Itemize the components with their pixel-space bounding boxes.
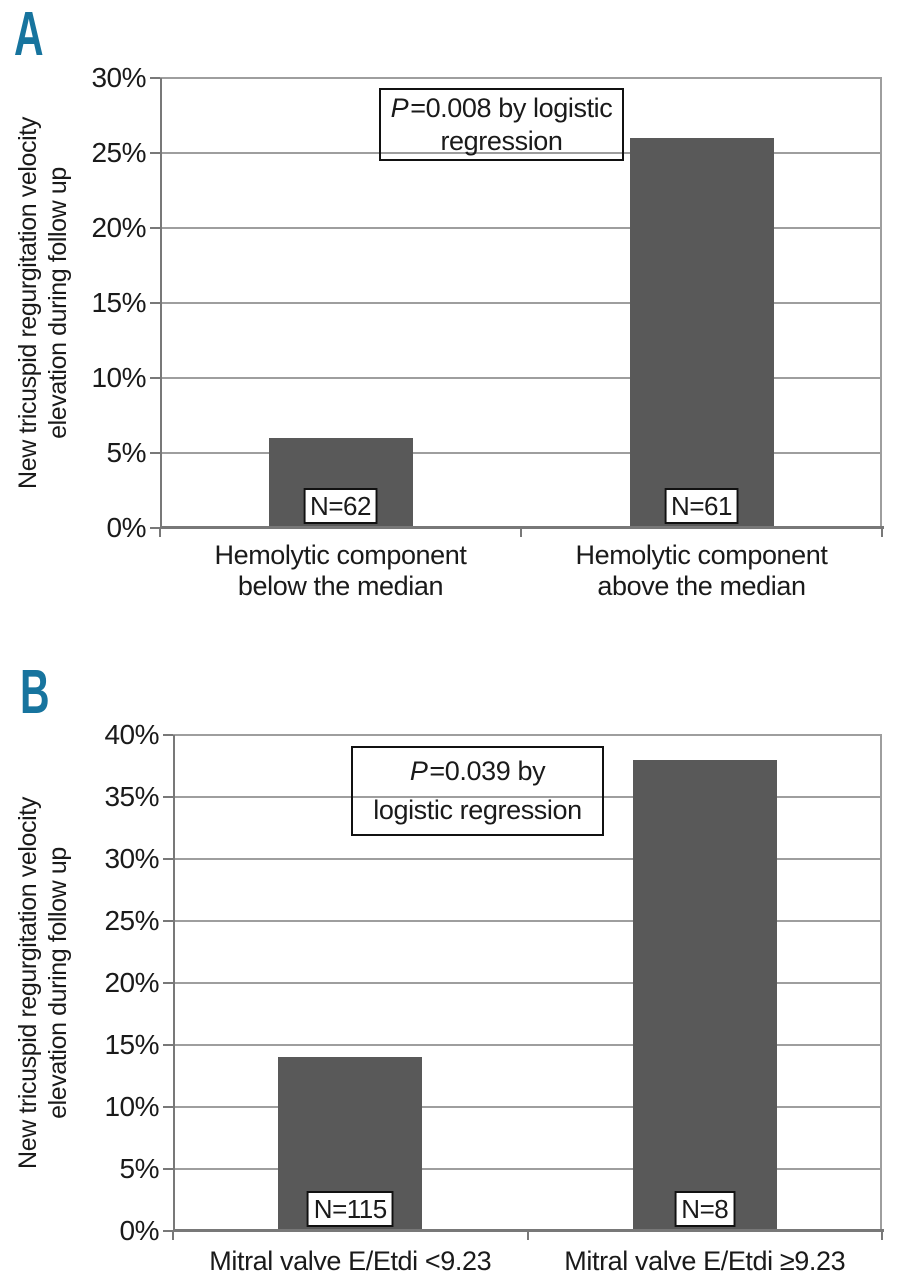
p-value-annotation-line: P=0.039 by	[409, 755, 546, 786]
gridline	[173, 858, 882, 860]
gridline	[173, 982, 882, 984]
x-axis-line	[173, 1229, 884, 1232]
plot-right-border	[880, 735, 882, 1231]
p-value-annotation-line: regression	[440, 125, 563, 156]
x-category-label: Hemolytic component below the median	[214, 540, 466, 602]
gridline	[160, 452, 882, 454]
y-tick-label: 25%	[91, 137, 146, 168]
y-tick-label: 5%	[106, 437, 147, 468]
y-tick-mark	[150, 377, 160, 379]
bar-n-label: N=61	[664, 488, 739, 524]
y-tick-label: 30%	[91, 62, 146, 93]
plot-right-border	[880, 78, 882, 528]
y-tick-label: 0%	[119, 1215, 160, 1246]
x-axis-line	[160, 526, 884, 529]
y-tick-mark	[163, 734, 173, 736]
x-category-label-line: below the median	[237, 571, 444, 601]
gridline	[160, 227, 882, 229]
y-tick-label: 20%	[91, 212, 146, 243]
p-value-annotation-line: P=0.008 by logistic	[390, 92, 613, 123]
y-tick-mark	[150, 227, 160, 229]
y-tick-mark	[163, 796, 173, 798]
x-category-label: Mitral valve E/Etdi ≥9.23	[564, 1246, 845, 1277]
y-tick-label: 15%	[104, 1029, 159, 1060]
y-tick-label: 15%	[91, 287, 146, 318]
y-tick-label: 20%	[104, 967, 159, 998]
y-tick-label: 0%	[106, 512, 147, 543]
gridline	[160, 302, 882, 304]
y-tick-mark	[150, 77, 160, 79]
chart-panel-a: A New tricuspid regurgitation velocity ele…	[14, 0, 884, 602]
x-category-label: Mitral valve E/Etdi <9.23	[209, 1246, 491, 1277]
x-tick-mark	[520, 528, 522, 537]
p-value-annotation: P=0.039 by logistic regression	[351, 746, 604, 836]
gridline	[173, 1044, 882, 1046]
gridline	[173, 796, 882, 798]
y-tick-mark	[150, 527, 160, 529]
bar-n-label: N=62	[303, 488, 378, 524]
plot-area: N=62 N=61 P=0.008 by logistic regression	[150, 77, 884, 537]
x-category-label-line: Hemolytic component	[214, 540, 467, 570]
x-category-label-line: Hemolytic component	[575, 540, 828, 570]
y-tick-label: 30%	[104, 843, 159, 874]
y-tick-mark	[163, 1168, 173, 1170]
y-tick-mark	[163, 1230, 173, 1232]
y-tick-label: 40%	[104, 719, 159, 750]
y-tick-mark	[150, 452, 160, 454]
data-bar	[629, 138, 774, 528]
y-tick-mark	[150, 152, 160, 154]
y-tick-label: 5%	[119, 1153, 160, 1184]
x-tick-mark	[526, 1231, 529, 1240]
gridline	[173, 734, 882, 736]
y-tick-label: 10%	[91, 362, 146, 393]
y-tick-label: 10%	[104, 1091, 159, 1122]
x-category-label-line: Mitral valve E/Etdi <9.23	[209, 1246, 492, 1276]
gridline	[160, 377, 882, 379]
y-tick-mark	[163, 920, 173, 922]
y-tick-mark	[163, 1044, 173, 1046]
p-value-annotation-line: logistic regression	[373, 795, 582, 826]
chart-panel-b: B New tricuspid regurgitation velocity ele…	[0, 648, 908, 1280]
panel-letter: A	[14, 0, 44, 69]
y-axis-line	[160, 78, 162, 528]
gridline	[173, 1168, 882, 1170]
x-tick-mark	[159, 528, 161, 537]
x-category-label: Hemolytic component above the median	[575, 540, 827, 602]
x-tick-mark	[881, 528, 883, 537]
plot-area: N=115 N=8 P=0.039 by logistic regression	[163, 734, 884, 1240]
gridline	[173, 920, 882, 922]
y-tick-label: 35%	[104, 781, 159, 812]
bar-n-label: N=8	[674, 1191, 736, 1227]
data-bar	[632, 759, 777, 1231]
x-category-label-line: Mitral valve E/Etdi ≥9.23	[564, 1246, 846, 1276]
gridline	[160, 152, 882, 154]
panel-letter: B	[20, 658, 50, 727]
gridline	[160, 77, 882, 79]
y-tick-mark	[150, 302, 160, 304]
y-tick-mark	[163, 1106, 173, 1108]
p-value-annotation: P=0.008 by logistic regression	[379, 88, 624, 161]
x-tick-mark	[881, 1231, 883, 1240]
y-tick-label: 25%	[104, 905, 159, 936]
y-axis-line	[173, 735, 175, 1231]
gridline	[173, 1106, 882, 1108]
x-category-label-line: above the median	[597, 571, 806, 601]
bar-n-label: N=115	[306, 1191, 394, 1227]
y-tick-mark	[163, 982, 173, 984]
x-tick-mark	[172, 1231, 174, 1240]
y-tick-mark	[163, 858, 173, 860]
